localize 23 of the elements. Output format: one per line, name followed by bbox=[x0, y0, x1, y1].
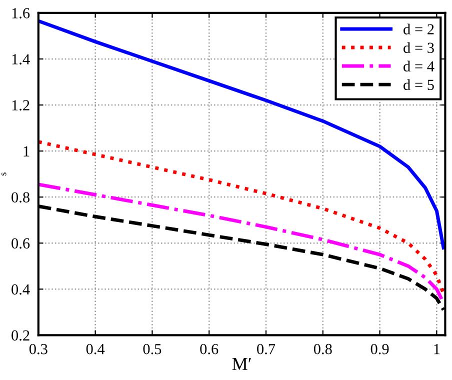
y-tick-label: 0.6 bbox=[12, 238, 30, 249]
y-tick-label: 1 bbox=[24, 146, 30, 156]
x-axis-title: M′ bbox=[232, 358, 251, 370]
y-tick-label: 1.2 bbox=[12, 100, 30, 111]
legend-label: d = 5 bbox=[404, 79, 434, 90]
y-tick-label: 0.8 bbox=[12, 192, 30, 203]
legend-label: d = 3 bbox=[404, 42, 434, 53]
x-tick-label: 0.3 bbox=[29, 344, 48, 354]
line-series bbox=[38, 19, 446, 250]
x-tick-label: 0.7 bbox=[257, 344, 276, 354]
x-tick-label: 0.9 bbox=[370, 344, 389, 354]
x-tick-label: 0.4 bbox=[86, 344, 105, 354]
x-tick-label: 0.6 bbox=[200, 344, 218, 354]
y-tick-label: 0.2 bbox=[12, 330, 30, 341]
y-tick-label: 0.4 bbox=[12, 284, 30, 295]
x-tick-label: 1 bbox=[434, 344, 440, 354]
legend-label: d = 4 bbox=[404, 60, 434, 72]
y-tick-label: 1.4 bbox=[12, 54, 30, 64]
x-tick-label: 0.8 bbox=[314, 344, 332, 354]
x-tick-label: 0.5 bbox=[143, 344, 162, 354]
legend-label: d = 2 bbox=[404, 24, 434, 34]
y-axis-title: s bbox=[2, 172, 6, 176]
y-tick-label: 1.6 bbox=[12, 8, 30, 18]
